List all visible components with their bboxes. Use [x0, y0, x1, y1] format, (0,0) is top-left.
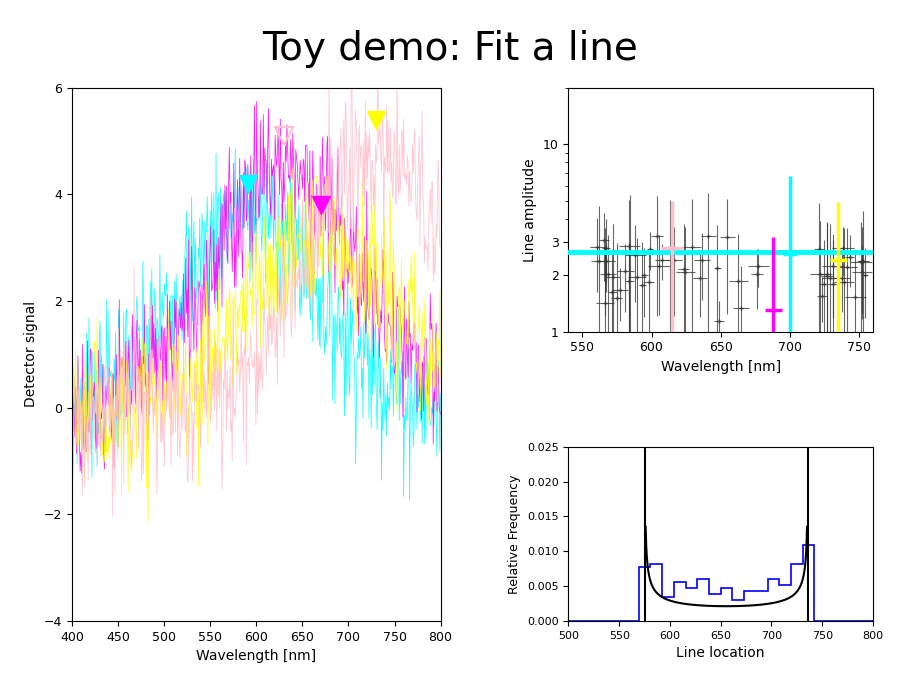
Text: Toy demo: Fit a line: Toy demo: Fit a line	[262, 30, 638, 68]
X-axis label: Line location: Line location	[677, 646, 765, 660]
Y-axis label: Detector signal: Detector signal	[24, 301, 39, 408]
X-axis label: Wavelength [nm]: Wavelength [nm]	[661, 360, 781, 374]
X-axis label: Wavelength [nm]: Wavelength [nm]	[196, 649, 317, 664]
Y-axis label: Line amplitude: Line amplitude	[523, 158, 537, 261]
Y-axis label: Relative Frequency: Relative Frequency	[508, 474, 521, 593]
